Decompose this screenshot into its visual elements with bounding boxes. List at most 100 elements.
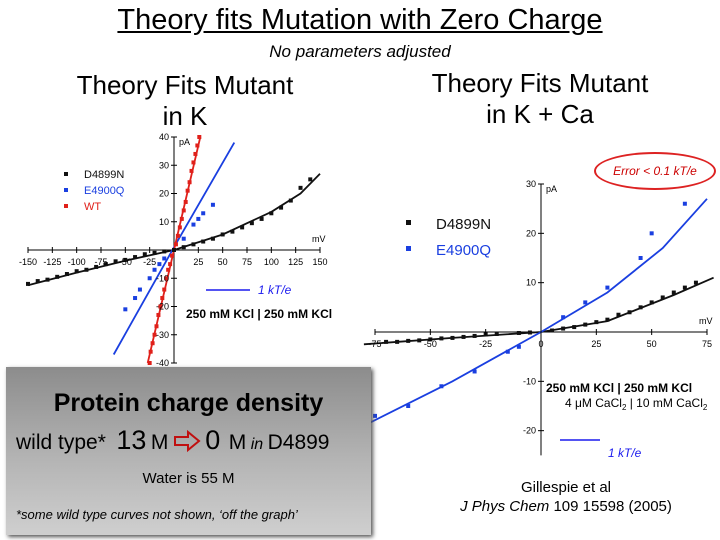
data-point-wt: [170, 253, 175, 258]
right-solution-label-1: 250 mM KCl | 250 mM KCl: [546, 381, 692, 395]
y-tick-label: 30: [526, 179, 536, 189]
left-heading-text: Theory Fits Mutant in K: [76, 70, 294, 131]
zero-density-unit: M: [228, 431, 247, 454]
data-point-d4899n: [395, 339, 400, 344]
y-tick-label: -20: [523, 426, 536, 436]
data-point-d4899n: [123, 257, 128, 262]
left-chart-ticks: -150 -125 -100 -75 -50 -25 25 50 75 100 125 150 40 30…: [19, 132, 328, 368]
x-tick-label: 75: [702, 339, 712, 349]
data-point-d4899n: [406, 338, 411, 343]
data-point-d4899n: [269, 211, 274, 216]
data-point-d4899n: [671, 290, 676, 295]
data-point-wt: [152, 332, 157, 337]
data-point-wt: [195, 143, 200, 148]
data-point-e4900q: [123, 307, 128, 312]
data-point-d4899n: [35, 279, 40, 284]
data-point-d4899n: [450, 335, 455, 340]
data-point-wt: [175, 233, 180, 238]
x-tick-label: -50: [424, 339, 437, 349]
data-point-e4900q: [638, 256, 643, 260]
data-point-wt: [185, 188, 190, 193]
data-point-d4899n: [384, 339, 389, 344]
right-chart-ticks: -75 -50 -25 0 25 50 75 30 20 10 -10 -20: [368, 179, 712, 436]
panel-title: Protein charge density: [53, 389, 324, 417]
y-tick-label: -10: [156, 273, 169, 283]
data-point-e4900q: [505, 349, 510, 354]
left-chart-curves: [27, 136, 321, 364]
data-point-d4899n: [210, 236, 215, 241]
right-chart-y-label: pA: [546, 184, 557, 194]
in-label: in: [250, 436, 264, 453]
y-tick-label: -30: [156, 330, 169, 340]
x-tick-label: -25: [479, 339, 492, 349]
data-point-d4899n: [682, 285, 687, 290]
citation-journal: J Phys Chem: [460, 498, 550, 515]
data-point-d4899n: [172, 248, 176, 252]
water-unit: M: [221, 470, 235, 487]
data-point-e4900q: [133, 296, 138, 301]
data-point-wt: [164, 276, 169, 281]
right-chart-heading: Theory Fits Mutant in K + Ca: [390, 68, 690, 130]
left-chart-axes: [28, 137, 320, 363]
data-point-d4899n: [249, 221, 254, 226]
fit-curve-e4900q: [112, 142, 236, 355]
data-point-d4899n: [550, 328, 555, 333]
x-tick-label: 75: [242, 257, 252, 267]
data-point-e4900q: [191, 222, 196, 227]
right-chart-x-label: mV: [699, 316, 713, 326]
water-label: Water is: [142, 470, 197, 487]
wt-density-unit: M: [150, 431, 169, 454]
data-point-e4900q: [147, 276, 152, 281]
y-tick-label: -10: [523, 376, 536, 386]
right-chart-axes: [375, 184, 707, 456]
y-tick-label: 30: [159, 160, 169, 170]
data-point-d4899n: [594, 320, 599, 325]
data-point-d4899n: [191, 242, 196, 247]
data-point-wt: [168, 262, 173, 267]
data-point-d4899n: [461, 334, 466, 339]
y-tick-label: 20: [159, 189, 169, 199]
x-tick-label: -50: [119, 257, 132, 267]
fit-curve-e4900q: [363, 198, 708, 427]
data-point-e4900q: [649, 231, 654, 236]
data-point-wt: [191, 160, 196, 165]
data-point-d4899n: [240, 225, 245, 230]
data-point-d4899n: [693, 280, 698, 285]
right-chart-legend: D4899N E4900Q: [406, 216, 491, 259]
data-point-wt: [147, 361, 152, 365]
page-title: Theory fits Mutation with Zero Charge: [117, 4, 603, 36]
data-point-d4899n: [298, 185, 303, 190]
right-solution-label-2: 4 μM CaCl2 | 10 mM CaCl2: [565, 396, 708, 412]
legend-swatch-wt: [64, 204, 68, 208]
y-tick-label: 20: [526, 228, 536, 238]
subtitle: No parameters adjusted: [269, 42, 451, 61]
wt-density-value: 13: [116, 425, 147, 455]
right-chart-points: [373, 201, 698, 418]
data-point-wt: [158, 304, 163, 309]
data-point-wt: [148, 349, 153, 354]
x-tick-label: 0: [538, 339, 543, 349]
data-point-wt: [156, 312, 161, 317]
data-point-d4899n: [55, 274, 60, 279]
right-solution-subscript-a: 2: [622, 403, 627, 412]
data-point-wt: [160, 296, 165, 301]
data-point-wt: [189, 168, 194, 173]
right-solution-label-2-a: 4 μM CaCl: [565, 396, 622, 410]
data-point-d4899n: [64, 272, 69, 277]
right-solution-label-2-b: | 10 mM CaCl: [626, 396, 702, 410]
data-point-d4899n: [583, 322, 588, 327]
citation-journal-line: J Phys Chem 109 15598 (2005): [436, 497, 696, 516]
x-tick-label: -75: [94, 257, 107, 267]
legend-swatch-e4900q: [64, 188, 68, 192]
data-point-d4899n: [133, 255, 138, 260]
left-chart-x-label: mV: [312, 234, 326, 244]
data-point-d4899n: [74, 269, 79, 274]
y-tick-label: -20: [156, 302, 169, 312]
right-kte-annotation: 1 kT/e: [560, 439, 642, 460]
y-tick-label: 10: [159, 217, 169, 227]
data-point-d4899n: [439, 336, 444, 341]
data-point-e4900q: [152, 267, 157, 272]
left-chart-legend: D4899N E4900Q WT: [64, 169, 125, 213]
data-point-d4899n: [483, 332, 488, 337]
water-value: 55: [201, 470, 218, 487]
